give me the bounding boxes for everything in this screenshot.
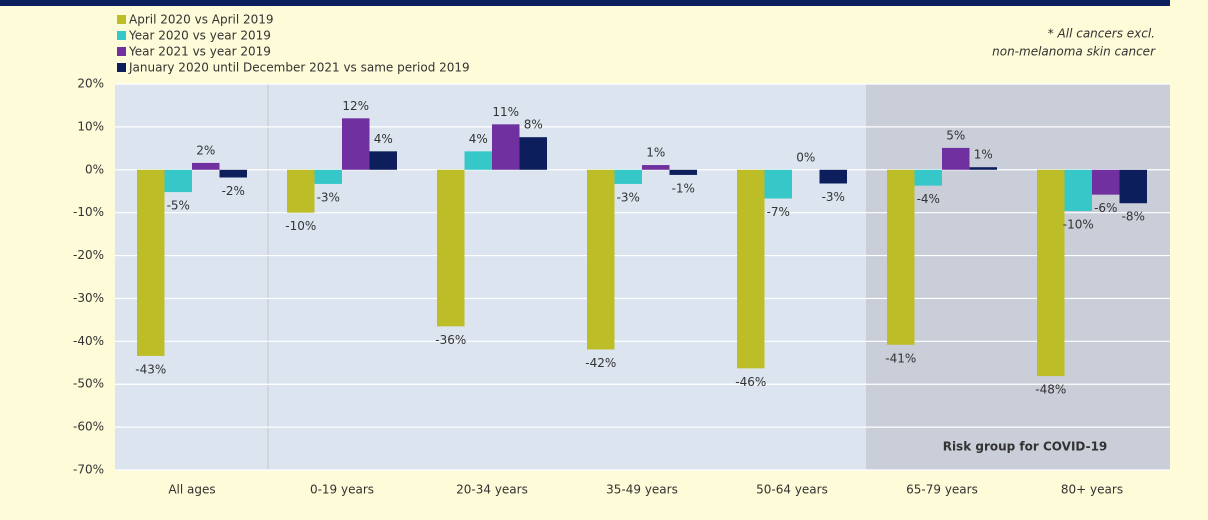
value-label: -43% (135, 362, 166, 376)
value-label: 8% (524, 118, 543, 132)
bar (1037, 169, 1065, 377)
value-label: -6% (1094, 201, 1117, 215)
legend-swatch (117, 63, 126, 72)
value-label: -36% (435, 333, 466, 347)
value-label: 1% (974, 148, 993, 162)
bar (219, 169, 247, 178)
bar (492, 124, 520, 170)
bar (969, 167, 997, 170)
bar (1092, 169, 1120, 195)
bar (342, 118, 370, 170)
value-label: -3% (317, 190, 340, 204)
y-tick-label: -20% (73, 248, 104, 262)
bar (669, 169, 697, 175)
value-label: -5% (167, 199, 190, 213)
bar (914, 169, 942, 186)
x-tick-label: 65-79 years (906, 483, 978, 497)
legend-label: January 2020 until December 2021 vs same… (128, 61, 470, 75)
value-label: -8% (1122, 210, 1145, 224)
bar (464, 151, 492, 170)
value-label: -4% (917, 192, 940, 206)
x-tick-label: 0-19 years (310, 483, 374, 497)
value-label: -10% (285, 219, 316, 233)
value-label: -48% (1035, 383, 1066, 397)
y-tick-label: -70% (73, 463, 104, 477)
value-label: -10% (1063, 217, 1094, 231)
bar (369, 151, 397, 170)
bar (287, 169, 315, 213)
x-tick-label: 50-64 years (756, 483, 828, 497)
y-tick-label: 20% (77, 77, 104, 91)
value-label: -3% (617, 190, 640, 204)
bar (164, 169, 192, 193)
value-label: 5% (946, 128, 965, 142)
top-strip (0, 0, 1170, 6)
y-tick-label: -10% (73, 205, 104, 219)
bar (519, 137, 547, 170)
y-tick-label: -40% (73, 334, 104, 348)
value-label: 2% (196, 143, 215, 157)
value-label: 1% (646, 146, 665, 160)
bar (1119, 169, 1147, 204)
legend-swatch (117, 31, 126, 40)
bar (942, 147, 970, 170)
value-label: 4% (374, 132, 393, 146)
bar (642, 165, 670, 170)
legend-swatch (117, 47, 126, 56)
x-tick-label: 35-49 years (606, 483, 678, 497)
risk-label: Risk group for COVID-19 (943, 440, 1108, 454)
bar (614, 169, 642, 184)
y-tick-label: -60% (73, 420, 104, 434)
legend-swatch (117, 15, 126, 24)
bar (819, 169, 847, 184)
x-tick-label: All ages (168, 483, 215, 497)
value-label: 4% (469, 132, 488, 146)
legend-label: Year 2020 vs year 2019 (128, 29, 271, 43)
value-label: -2% (222, 184, 245, 198)
y-tick-label: 0% (85, 162, 104, 176)
value-label: -46% (735, 375, 766, 389)
value-label: -41% (885, 351, 916, 365)
value-label: -7% (767, 205, 790, 219)
value-label: -3% (822, 190, 845, 204)
bar (192, 162, 220, 170)
note: * All cancers excl. (1048, 27, 1155, 41)
legend-label: April 2020 vs April 2019 (129, 13, 274, 27)
value-label: 12% (342, 99, 369, 113)
legend-label: Year 2021 vs year 2019 (128, 45, 271, 59)
bar (887, 169, 915, 345)
y-tick-label: -30% (73, 291, 104, 305)
bar (587, 169, 615, 350)
value-label: 11% (492, 105, 519, 119)
bar (764, 169, 792, 199)
x-tick-label: 80+ years (1061, 483, 1123, 497)
value-label: -42% (585, 356, 616, 370)
bar (437, 169, 465, 327)
y-tick-label: -50% (73, 377, 104, 391)
risk-area (866, 84, 1170, 470)
bar (1064, 169, 1092, 211)
bar (737, 169, 765, 369)
value-label: -1% (672, 181, 695, 195)
value-label: 0% (796, 150, 815, 164)
x-tick-label: 20-34 years (456, 483, 528, 497)
bar (314, 169, 342, 184)
bar (137, 169, 165, 356)
y-tick-label: 10% (77, 119, 104, 133)
note: non-melanoma skin cancer (992, 45, 1156, 59)
